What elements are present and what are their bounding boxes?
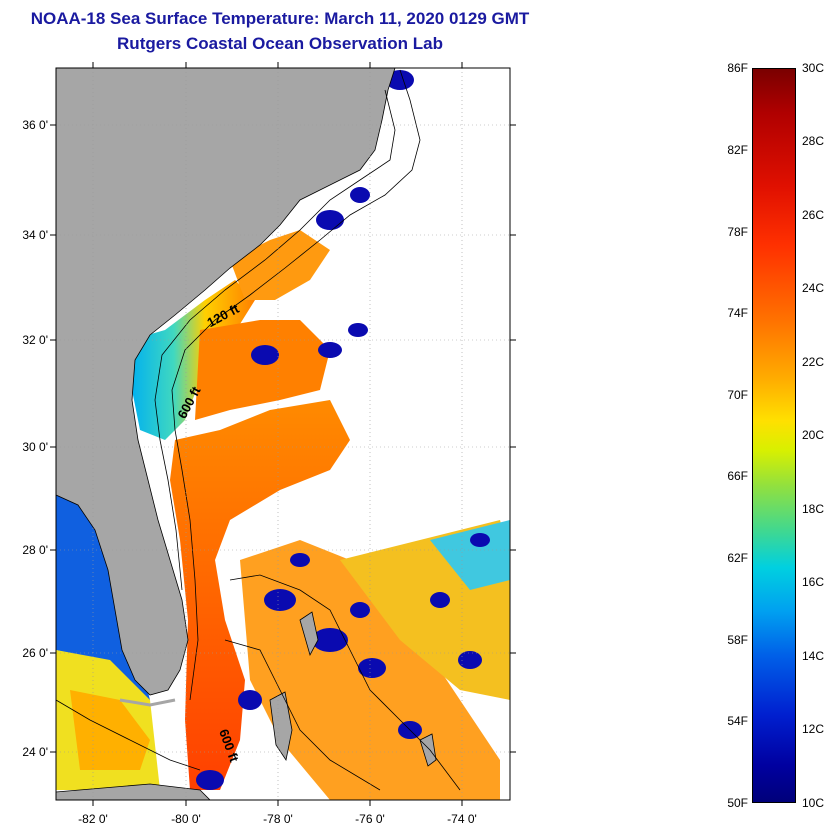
colorbar-c-label: 22C [802, 355, 825, 369]
colorbar-c-label: 24C [802, 281, 825, 295]
map-frame [55, 67, 511, 801]
colorbar-c-label: 10C [802, 796, 825, 810]
temperature-colorbar [752, 68, 796, 803]
colorbar-f-label: 86F [727, 61, 748, 75]
colorbar-c-label: 14C [802, 649, 825, 663]
lat-label: 32 0' [22, 333, 48, 347]
colorbar-f-label: 54F [727, 714, 748, 728]
land-bahamas [269, 691, 293, 762]
lat-label: 30 0' [22, 440, 48, 454]
lon-label: -74 0' [447, 812, 477, 826]
land-mainland [56, 68, 396, 696]
bathymetry-contours [56, 69, 461, 791]
colorbar-f-label: 58F [727, 633, 748, 647]
colorbar-c-label: 28C [802, 134, 825, 148]
lon-label: -80 0' [171, 812, 201, 826]
land-cuba [56, 783, 211, 800]
colorbar-f-label: 70F [727, 388, 748, 402]
lat-label: 24 0' [22, 745, 48, 759]
map-subtitle: Rutgers Coastal Ocean Observation Lab [117, 34, 443, 53]
map-title: NOAA-18 Sea Surface Temperature: March 1… [30, 9, 530, 28]
colorbar-f-label: 74F [727, 306, 748, 320]
lon-label: -82 0' [78, 812, 108, 826]
cold-patches [152, 70, 490, 790]
lat-label: 26 0' [22, 646, 48, 660]
gulf-stream [170, 400, 350, 790]
lon-label: -78 0' [263, 812, 293, 826]
colorbar-f-label: 62F [727, 551, 748, 565]
lon-label: -76 0' [355, 812, 385, 826]
lat-label: 36 0' [22, 118, 48, 132]
colorbar-c-label: 12C [802, 722, 825, 736]
colorbar-c-label: 30C [802, 61, 825, 75]
lat-label: 28 0' [22, 543, 48, 557]
colorbar-f-label: 78F [727, 225, 748, 239]
colorbar-c-label: 16C [802, 575, 825, 589]
colorbar-f-label: 66F [727, 469, 748, 483]
lat-label: 34 0' [22, 228, 48, 242]
colorbar-f-label: 50F [727, 796, 748, 810]
colorbar-c-label: 18C [802, 502, 825, 516]
colorbar-f-label: 82F [727, 143, 748, 157]
colorbar-c-label: 20C [802, 428, 825, 442]
shelf-water [130, 280, 255, 440]
colorbar-c-label: 26C [802, 208, 825, 222]
